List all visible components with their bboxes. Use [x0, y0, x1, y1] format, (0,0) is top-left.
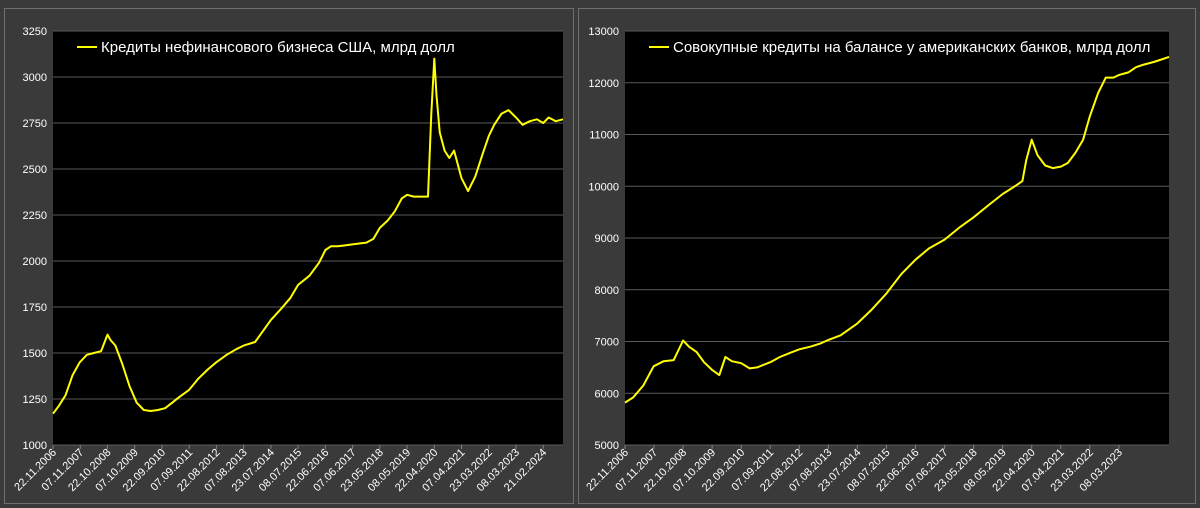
y-tick-label: 7000: [595, 337, 619, 349]
y-tick-label: 1250: [23, 394, 47, 406]
chart-business-loans: 1000 1250 1500 1750 2000 2250 2500 2750 3000 3250…: [12, 26, 564, 494]
y-tick-label: 1500: [23, 348, 47, 360]
y-tick-label: 2750: [23, 118, 47, 130]
y-tick-label: 6000: [595, 388, 619, 400]
y-tick-label: 2000: [23, 256, 47, 268]
y-tick-label: 2250: [23, 210, 47, 222]
series-line: [624, 55, 1170, 404]
y-tick-label: 11000: [589, 130, 619, 142]
y-tick-label: 1000: [23, 440, 47, 452]
y-tick-label: 2500: [23, 164, 47, 176]
y-tick-label: 10000: [588, 181, 619, 193]
y-tick-label: 13000: [588, 26, 619, 38]
y-tick-label: 9000: [595, 233, 619, 245]
chart-bank-loans: 5000 6000 7000 8000 9000 10000 11000 12000 13000…: [584, 26, 1170, 494]
plot-area: [53, 31, 563, 445]
legend-label: Совокупные кредиты на балансе у американ…: [673, 39, 1150, 56]
y-tick-label: 1750: [23, 302, 47, 314]
legend-label: Кредиты нефинансового бизнеса США, млрд …: [101, 39, 455, 56]
chart-panel-business-loans: 1000 1250 1500 1750 2000 2250 2500 2750 3000 3250…: [4, 8, 574, 504]
y-tick-label: 3000: [23, 72, 47, 84]
y-tick-label: 5000: [595, 440, 619, 452]
y-tick-label: 3250: [23, 26, 47, 38]
y-tick-label: 8000: [595, 285, 619, 297]
chart-panel-bank-loans: 5000 6000 7000 8000 9000 10000 11000 12000 13000…: [578, 8, 1196, 504]
series-line: [52, 57, 564, 415]
y-tick-label: 12000: [588, 78, 619, 90]
